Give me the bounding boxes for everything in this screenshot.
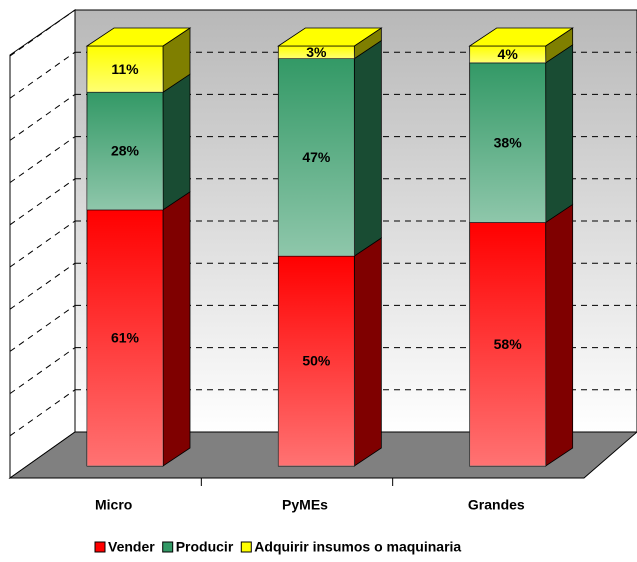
bar-shine [87,46,163,93]
grid-line [9,304,76,352]
legend-swatch [240,541,252,553]
bar-shine [87,92,163,210]
grid-line [9,262,76,310]
bar-shine [469,46,546,63]
grid-line [9,136,76,184]
bar-shine [469,222,546,466]
data-label: 38% [494,134,523,150]
data-label: 50% [302,353,331,369]
legend: Vender Producir Adquirir insumos o maquina… [94,539,461,555]
data-label: 47% [302,149,331,165]
legend-label: Producir [176,539,234,555]
grid-line [9,51,76,99]
x-tick-label: Grandes [468,497,525,513]
labels: Micro 61% 28% 11% PyMEs 50% 47% 3% Grandes 58% 38%… [95,44,525,513]
x-tick-label: PyMEs [282,497,328,513]
grid-line [9,178,76,226]
bar-top [85,27,192,47]
legend-label: Adquirir insumos o maquinaria [254,539,461,555]
x-tick-label: Micro [95,497,132,513]
data-label: 3% [306,44,327,60]
bar-side-shade [163,191,190,467]
data-label: 61% [111,330,140,346]
grid-line [9,220,76,268]
bar-shine [469,62,546,223]
bar-side-shade [354,238,382,466]
bar-side-shade [545,204,573,466]
bar-top [277,27,383,47]
legend-swatch [94,541,106,553]
bar-side-shade [545,28,573,63]
data-label: 11% [111,61,139,77]
bar-side-shade [545,44,573,223]
grid-line [9,347,76,395]
data-label: 58% [494,336,523,352]
grid-line [9,389,76,437]
data-label: 28% [111,143,140,159]
legend-label: Vender [108,539,155,555]
bar-shine [278,46,355,59]
bar-side-shade [354,28,382,59]
data-label: 4% [498,46,519,62]
bar-shine [87,209,163,467]
bars [85,27,574,467]
grid-line [9,9,76,57]
bar-top [468,27,574,47]
bar-side-shade [163,74,190,210]
bar-side-shade [163,28,190,93]
bar-shine [278,256,355,466]
legend-swatch [162,541,174,553]
side-wall [9,9,76,479]
bar-side-shade [354,40,382,256]
grid-line [9,93,76,141]
bar-shine [278,58,355,256]
